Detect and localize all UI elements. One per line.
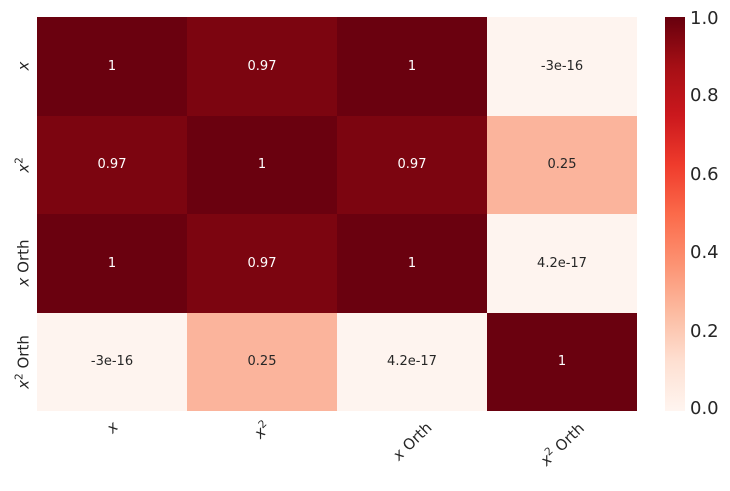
heatmap-cell: 4.2e-17 <box>337 312 487 411</box>
cell-value: 1 <box>407 255 417 271</box>
x-tick-label-x: x <box>102 417 122 437</box>
cell-value: -3e-16 <box>540 58 584 74</box>
cell-value: 4.2e-17 <box>537 255 587 271</box>
y-tick-label-x-orth: x Orth <box>14 239 33 287</box>
colorbar-tick-label: 0.6 <box>690 164 719 185</box>
heatmap-cell: 0.25 <box>487 115 637 214</box>
cell-value: 1 <box>407 58 417 74</box>
y-tick-label-x2-orth: x2 Orth <box>13 335 33 389</box>
heatmap-grid: 1 0.97 1 -3e-16 0.97 1 0.97 0.25 1 0.97 … <box>37 17 637 411</box>
cell-value: 0.97 <box>97 157 127 173</box>
cell-value: 0.25 <box>247 354 277 370</box>
colorbar-tick-label: 0.0 <box>690 398 719 419</box>
heatmap-cell: -3e-16 <box>487 17 637 116</box>
x-tick-label-x2: x2 <box>250 417 270 443</box>
heatmap-cell: 1 <box>37 17 187 116</box>
cell-value: 0.25 <box>547 157 577 173</box>
cell-value: 0.97 <box>397 157 427 173</box>
heatmap-cell: 1 <box>187 115 337 214</box>
cell-value: 0.97 <box>247 58 277 74</box>
cell-value: -3e-16 <box>90 354 134 370</box>
cell-value: 0.97 <box>247 255 277 271</box>
y-tick-label-x: x <box>14 61 33 71</box>
cell-value: 1 <box>557 354 567 370</box>
heatmap-cell: 1 <box>337 17 487 116</box>
heatmap-cell: 0.25 <box>187 312 337 411</box>
heatmap-cell: -3e-16 <box>37 312 187 411</box>
x-tick-label-x-orth: x Orth <box>389 418 436 465</box>
heatmap-cell: 1 <box>337 214 487 313</box>
colorbar-tick-label: 0.4 <box>690 242 719 263</box>
cell-value: 1 <box>107 255 117 271</box>
y-tick-label-x2: x2 <box>13 157 33 173</box>
cell-value: 1 <box>257 157 267 173</box>
colorbar-tick-label: 1.0 <box>690 8 719 29</box>
heatmap-cell: 1 <box>487 312 637 411</box>
heatmap-cell: 0.97 <box>187 214 337 313</box>
colorbar <box>665 17 685 411</box>
colorbar-tick-label: 0.2 <box>690 321 719 342</box>
heatmap-cell: 0.97 <box>337 115 487 214</box>
heatmap-cell: 0.97 <box>187 17 337 116</box>
heatmap-cell: 4.2e-17 <box>487 214 637 313</box>
cell-value: 4.2e-17 <box>387 354 437 370</box>
colorbar-tick-label: 0.8 <box>690 85 719 106</box>
cell-value: 1 <box>107 58 117 74</box>
x-tick-label-x2-orth: x2 Orth <box>536 419 588 470</box>
heatmap-cell: 1 <box>37 214 187 313</box>
heatmap-cell: 0.97 <box>37 115 187 214</box>
